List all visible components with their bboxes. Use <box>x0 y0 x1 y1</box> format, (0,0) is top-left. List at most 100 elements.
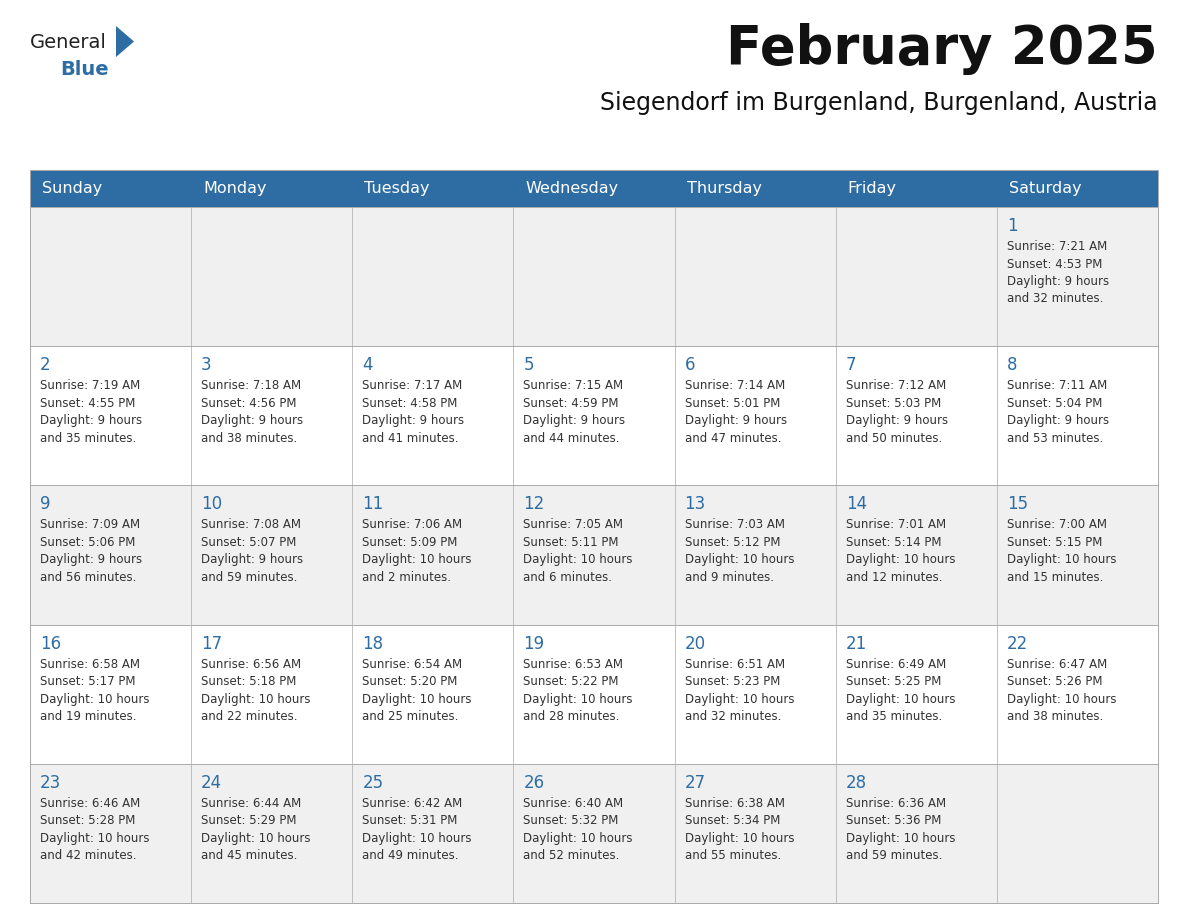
Bar <box>675 346 835 486</box>
Text: Thursday: Thursday <box>687 181 762 196</box>
Text: Sunrise: 6:54 AM
Sunset: 5:20 PM
Daylight: 10 hours
and 25 minutes.: Sunrise: 6:54 AM Sunset: 5:20 PM Dayligh… <box>362 657 472 723</box>
Text: 3: 3 <box>201 356 211 375</box>
Text: 7: 7 <box>846 356 857 375</box>
Bar <box>353 207 513 346</box>
Text: 19: 19 <box>524 634 544 653</box>
Text: 26: 26 <box>524 774 544 792</box>
Bar <box>191 764 353 903</box>
Text: Sunrise: 7:03 AM
Sunset: 5:12 PM
Daylight: 10 hours
and 9 minutes.: Sunrise: 7:03 AM Sunset: 5:12 PM Dayligh… <box>684 519 794 584</box>
Bar <box>353 346 513 486</box>
Text: Monday: Monday <box>203 181 266 196</box>
Text: 16: 16 <box>40 634 61 653</box>
Text: 5: 5 <box>524 356 533 375</box>
Text: Sunrise: 7:19 AM
Sunset: 4:55 PM
Daylight: 9 hours
and 35 minutes.: Sunrise: 7:19 AM Sunset: 4:55 PM Dayligh… <box>40 379 143 444</box>
Bar <box>191 624 353 764</box>
Text: Sunrise: 7:06 AM
Sunset: 5:09 PM
Daylight: 10 hours
and 2 minutes.: Sunrise: 7:06 AM Sunset: 5:09 PM Dayligh… <box>362 519 472 584</box>
Bar <box>30 764 191 903</box>
Text: Sunrise: 6:49 AM
Sunset: 5:25 PM
Daylight: 10 hours
and 35 minutes.: Sunrise: 6:49 AM Sunset: 5:25 PM Dayligh… <box>846 657 955 723</box>
Bar <box>835 346 997 486</box>
Text: Sunrise: 7:17 AM
Sunset: 4:58 PM
Daylight: 9 hours
and 41 minutes.: Sunrise: 7:17 AM Sunset: 4:58 PM Dayligh… <box>362 379 465 444</box>
Text: 10: 10 <box>201 496 222 513</box>
Bar <box>835 764 997 903</box>
Bar <box>30 624 191 764</box>
Text: 4: 4 <box>362 356 373 375</box>
Text: February 2025: February 2025 <box>726 23 1158 75</box>
Text: Sunrise: 6:36 AM
Sunset: 5:36 PM
Daylight: 10 hours
and 59 minutes.: Sunrise: 6:36 AM Sunset: 5:36 PM Dayligh… <box>846 797 955 862</box>
Bar <box>675 207 835 346</box>
Text: Siegendorf im Burgenland, Burgenland, Austria: Siegendorf im Burgenland, Burgenland, Au… <box>600 91 1158 115</box>
Text: Sunrise: 7:12 AM
Sunset: 5:03 PM
Daylight: 9 hours
and 50 minutes.: Sunrise: 7:12 AM Sunset: 5:03 PM Dayligh… <box>846 379 948 444</box>
Text: Blue: Blue <box>61 60 108 79</box>
Bar <box>675 624 835 764</box>
Text: Sunrise: 6:40 AM
Sunset: 5:32 PM
Daylight: 10 hours
and 52 minutes.: Sunrise: 6:40 AM Sunset: 5:32 PM Dayligh… <box>524 797 633 862</box>
Text: Wednesday: Wednesday <box>525 181 619 196</box>
Bar <box>835 486 997 624</box>
Text: Sunrise: 7:21 AM
Sunset: 4:53 PM
Daylight: 9 hours
and 32 minutes.: Sunrise: 7:21 AM Sunset: 4:53 PM Dayligh… <box>1007 240 1108 306</box>
Text: Sunrise: 7:08 AM
Sunset: 5:07 PM
Daylight: 9 hours
and 59 minutes.: Sunrise: 7:08 AM Sunset: 5:07 PM Dayligh… <box>201 519 303 584</box>
Bar <box>997 624 1158 764</box>
Text: 25: 25 <box>362 774 384 792</box>
Bar <box>997 207 1158 346</box>
Bar <box>191 207 353 346</box>
Text: Sunrise: 7:18 AM
Sunset: 4:56 PM
Daylight: 9 hours
and 38 minutes.: Sunrise: 7:18 AM Sunset: 4:56 PM Dayligh… <box>201 379 303 444</box>
Bar <box>513 624 675 764</box>
Bar <box>353 486 513 624</box>
Text: Sunrise: 6:51 AM
Sunset: 5:23 PM
Daylight: 10 hours
and 32 minutes.: Sunrise: 6:51 AM Sunset: 5:23 PM Dayligh… <box>684 657 794 723</box>
Bar <box>675 486 835 624</box>
Bar <box>997 764 1158 903</box>
Text: 28: 28 <box>846 774 867 792</box>
Text: 20: 20 <box>684 634 706 653</box>
Text: 8: 8 <box>1007 356 1017 375</box>
Bar <box>675 764 835 903</box>
Text: 22: 22 <box>1007 634 1028 653</box>
Text: 24: 24 <box>201 774 222 792</box>
Text: 17: 17 <box>201 634 222 653</box>
Text: 13: 13 <box>684 496 706 513</box>
Text: Sunday: Sunday <box>42 181 102 196</box>
Text: 15: 15 <box>1007 496 1028 513</box>
Bar <box>513 764 675 903</box>
Polygon shape <box>116 26 134 57</box>
Text: Sunrise: 6:46 AM
Sunset: 5:28 PM
Daylight: 10 hours
and 42 minutes.: Sunrise: 6:46 AM Sunset: 5:28 PM Dayligh… <box>40 797 150 862</box>
Text: Sunrise: 6:38 AM
Sunset: 5:34 PM
Daylight: 10 hours
and 55 minutes.: Sunrise: 6:38 AM Sunset: 5:34 PM Dayligh… <box>684 797 794 862</box>
Bar <box>353 624 513 764</box>
Bar <box>30 207 191 346</box>
Text: 6: 6 <box>684 356 695 375</box>
Text: Sunrise: 6:47 AM
Sunset: 5:26 PM
Daylight: 10 hours
and 38 minutes.: Sunrise: 6:47 AM Sunset: 5:26 PM Dayligh… <box>1007 657 1117 723</box>
Text: Saturday: Saturday <box>1009 181 1081 196</box>
Bar <box>191 346 353 486</box>
Bar <box>191 486 353 624</box>
Bar <box>353 764 513 903</box>
Text: Sunrise: 7:05 AM
Sunset: 5:11 PM
Daylight: 10 hours
and 6 minutes.: Sunrise: 7:05 AM Sunset: 5:11 PM Dayligh… <box>524 519 633 584</box>
Bar <box>513 486 675 624</box>
Text: Sunrise: 7:14 AM
Sunset: 5:01 PM
Daylight: 9 hours
and 47 minutes.: Sunrise: 7:14 AM Sunset: 5:01 PM Dayligh… <box>684 379 786 444</box>
Bar <box>997 346 1158 486</box>
Text: Sunrise: 6:44 AM
Sunset: 5:29 PM
Daylight: 10 hours
and 45 minutes.: Sunrise: 6:44 AM Sunset: 5:29 PM Dayligh… <box>201 797 310 862</box>
Text: 2: 2 <box>40 356 51 375</box>
Text: General: General <box>30 33 107 52</box>
Text: 21: 21 <box>846 634 867 653</box>
Bar <box>30 170 1158 207</box>
Bar <box>513 346 675 486</box>
Text: Sunrise: 7:15 AM
Sunset: 4:59 PM
Daylight: 9 hours
and 44 minutes.: Sunrise: 7:15 AM Sunset: 4:59 PM Dayligh… <box>524 379 626 444</box>
Text: 9: 9 <box>40 496 51 513</box>
Text: Sunrise: 7:00 AM
Sunset: 5:15 PM
Daylight: 10 hours
and 15 minutes.: Sunrise: 7:00 AM Sunset: 5:15 PM Dayligh… <box>1007 519 1117 584</box>
Text: 18: 18 <box>362 634 384 653</box>
Text: Sunrise: 7:09 AM
Sunset: 5:06 PM
Daylight: 9 hours
and 56 minutes.: Sunrise: 7:09 AM Sunset: 5:06 PM Dayligh… <box>40 519 143 584</box>
Text: Sunrise: 7:01 AM
Sunset: 5:14 PM
Daylight: 10 hours
and 12 minutes.: Sunrise: 7:01 AM Sunset: 5:14 PM Dayligh… <box>846 519 955 584</box>
Bar <box>997 486 1158 624</box>
Bar <box>835 207 997 346</box>
Text: 27: 27 <box>684 774 706 792</box>
Text: 12: 12 <box>524 496 544 513</box>
Text: 14: 14 <box>846 496 867 513</box>
Bar <box>513 207 675 346</box>
Text: Sunrise: 6:53 AM
Sunset: 5:22 PM
Daylight: 10 hours
and 28 minutes.: Sunrise: 6:53 AM Sunset: 5:22 PM Dayligh… <box>524 657 633 723</box>
Text: Friday: Friday <box>848 181 897 196</box>
Text: 11: 11 <box>362 496 384 513</box>
Bar <box>835 624 997 764</box>
Text: Tuesday: Tuesday <box>365 181 430 196</box>
Text: Sunrise: 6:56 AM
Sunset: 5:18 PM
Daylight: 10 hours
and 22 minutes.: Sunrise: 6:56 AM Sunset: 5:18 PM Dayligh… <box>201 657 310 723</box>
Text: Sunrise: 7:11 AM
Sunset: 5:04 PM
Daylight: 9 hours
and 53 minutes.: Sunrise: 7:11 AM Sunset: 5:04 PM Dayligh… <box>1007 379 1108 444</box>
Bar <box>30 486 191 624</box>
Text: 23: 23 <box>40 774 62 792</box>
